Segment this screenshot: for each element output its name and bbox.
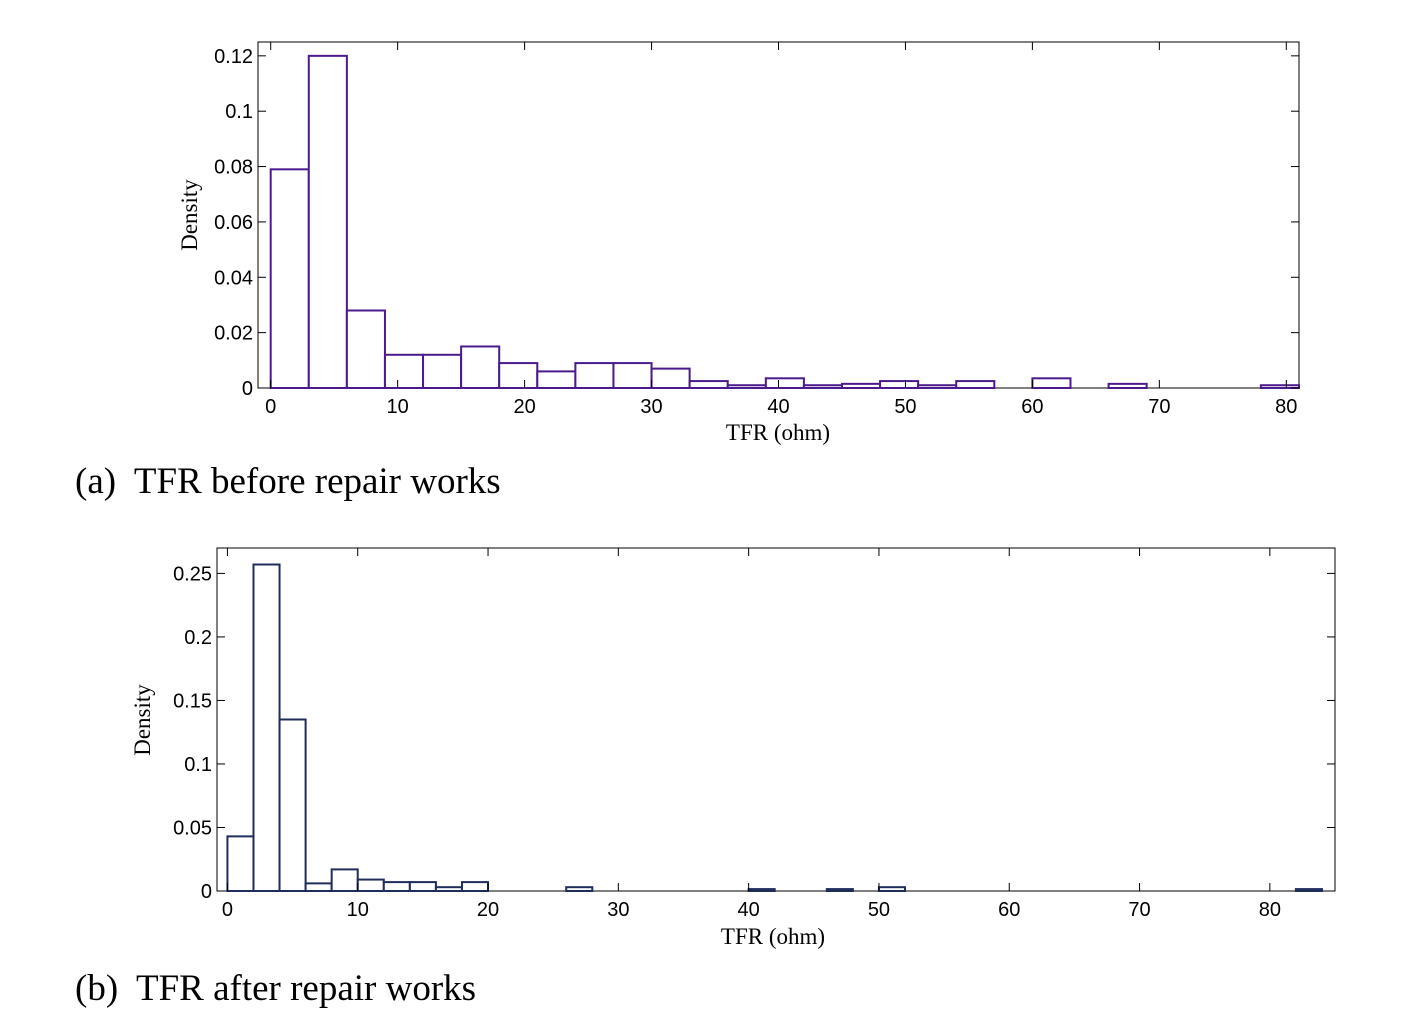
y-tick-label: 0.05 xyxy=(173,817,212,839)
x-tick-label: 50 xyxy=(894,396,916,418)
histogram-bar xyxy=(460,345,501,390)
histogram-bar xyxy=(278,718,307,892)
x-tick-label: 10 xyxy=(347,899,369,921)
chart-b: 0 10 20 30 40 50 60 70 80 0 0.05 0.1 0.15 0.2 0.25 TFR… xyxy=(75,547,1336,1009)
caption-a: (a) TFR before repair works xyxy=(75,461,501,502)
histogram-bar xyxy=(565,886,594,893)
histogram-bar xyxy=(252,563,281,893)
x-tick-label: 30 xyxy=(607,899,629,921)
histogram-bar xyxy=(612,362,653,390)
histogram-bar xyxy=(383,353,425,389)
x-tick-label: 30 xyxy=(640,396,662,418)
histogram-bar xyxy=(460,881,490,893)
histogram-bar xyxy=(688,380,729,389)
histogram-bar xyxy=(574,362,615,390)
axis-ticks: 0 10 20 30 40 50 60 70 80 0 0.02 0.04 0.06 0.08 0.1 0.1… xyxy=(214,42,1299,418)
histogram-bar xyxy=(840,382,882,389)
x-axis-label: TFR (ohm) xyxy=(721,924,825,949)
x-tick-label: 0 xyxy=(265,396,276,418)
histogram-bar xyxy=(498,362,539,390)
histogram-bar xyxy=(226,835,255,893)
x-tick-label: 60 xyxy=(998,899,1020,921)
y-tick-label: 0.25 xyxy=(173,563,212,585)
x-axis-label: TFR (ohm) xyxy=(726,420,830,445)
histogram-bar xyxy=(330,868,359,892)
histogram-bar xyxy=(802,384,843,389)
y-tick-label: 0.08 xyxy=(214,157,253,179)
y-tick-label: 0.15 xyxy=(173,690,212,712)
histogram-bar xyxy=(269,168,310,389)
chart-a: 0 10 20 30 40 50 60 70 80 0 0.02 0.04 0.06 0.08 0.1 0.1… xyxy=(75,41,1301,502)
histogram-bar xyxy=(1107,382,1148,389)
x-tick-label: 70 xyxy=(1128,899,1150,921)
y-tick-label: 0 xyxy=(242,378,253,400)
x-tick-label: 60 xyxy=(1021,396,1043,418)
histogram-bar xyxy=(726,384,767,389)
y-tick-label: 0.1 xyxy=(225,101,253,123)
histogram-bar xyxy=(307,54,348,390)
y-tick-label: 0.2 xyxy=(184,627,212,649)
bars xyxy=(269,54,1301,390)
x-tick-label: 80 xyxy=(1259,899,1281,921)
x-tick-label: 0 xyxy=(222,899,233,921)
x-tick-label: 80 xyxy=(1275,396,1297,418)
caption-b: (b) TFR after repair works xyxy=(75,968,476,1009)
histogram-bar xyxy=(825,888,854,892)
histogram-bar xyxy=(408,881,437,893)
y-axis-label: Density xyxy=(177,179,202,251)
x-tick-label: 40 xyxy=(738,899,760,921)
histogram-bar xyxy=(382,881,411,893)
x-tick-label: 70 xyxy=(1148,396,1170,418)
x-tick-label: 50 xyxy=(868,899,890,921)
x-tick-label: 20 xyxy=(513,396,535,418)
y-tick-label: 0.02 xyxy=(214,323,253,345)
bars xyxy=(226,563,1323,893)
x-tick-label: 20 xyxy=(477,899,499,921)
x-tick-label: 10 xyxy=(387,396,409,418)
histogram-bar xyxy=(917,384,958,389)
plot-area-frame xyxy=(216,547,1336,892)
histogram-bar xyxy=(955,380,996,389)
y-tick-label: 0.1 xyxy=(184,754,212,776)
histogram-bar xyxy=(747,888,776,892)
histogram-bar xyxy=(1031,377,1072,390)
histogram-bar xyxy=(1259,384,1301,389)
axis-ticks: 0 10 20 30 40 50 60 70 80 0 0.05 0.1 0.15 0.2 0.25 xyxy=(173,548,1335,921)
y-tick-label: 0.04 xyxy=(214,267,253,289)
histogram-bar xyxy=(345,309,386,389)
x-tick-label: 40 xyxy=(767,396,789,418)
histogram-bar xyxy=(650,367,691,389)
histogram-bar xyxy=(764,377,805,390)
y-tick-label: 0.12 xyxy=(214,46,253,68)
y-axis-label: Density xyxy=(130,684,155,756)
histogram-bar xyxy=(356,878,385,892)
histogram-bar xyxy=(434,886,463,893)
histogram-bar xyxy=(304,882,333,893)
y-tick-label: 0 xyxy=(201,881,212,903)
histogram-bar xyxy=(536,370,577,389)
plot-area-frame xyxy=(257,41,1300,389)
y-tick-label: 0.06 xyxy=(214,212,253,234)
histogram-bar xyxy=(877,886,906,893)
histogram-bar xyxy=(422,353,463,389)
histogram-bar xyxy=(879,380,920,389)
histogram-bar xyxy=(1294,888,1323,892)
